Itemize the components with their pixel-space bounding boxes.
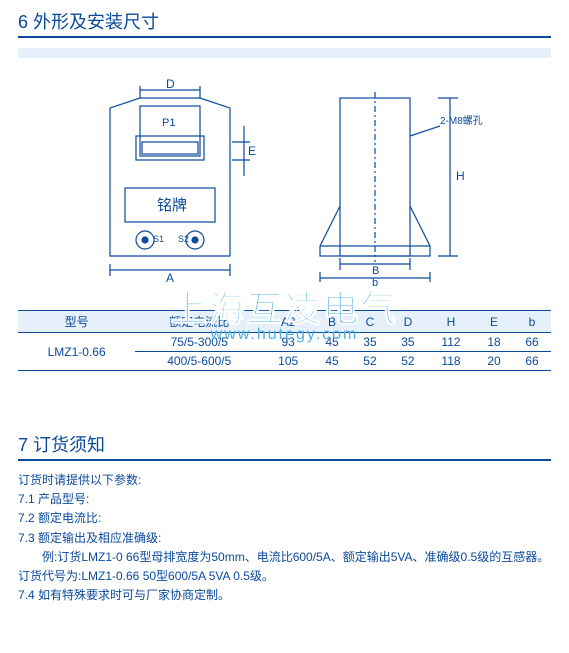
dim-label-B: B (372, 265, 379, 277)
th-a2: A2 (263, 311, 313, 333)
cell: 20 (475, 352, 513, 371)
order-line: 7.1 产品型号: (18, 490, 551, 509)
side-view-diagram: 2-M8螺孔 H B b (290, 76, 490, 286)
cell: 93 (263, 333, 313, 352)
order-example: 例:订货LMZ1-0 66型母排宽度为50mm、电流比600/5A、额定输出5V… (18, 548, 551, 586)
cell: 66 (513, 352, 551, 371)
th-c: C (351, 311, 389, 333)
th-blow: b (513, 311, 551, 333)
table-row: LMZ1-0.66 75/5-300/5 93 45 35 35 112 18 … (18, 333, 551, 352)
cell: 75/5-300/5 (135, 333, 263, 352)
th-model: 型号 (18, 311, 135, 333)
th-h: H (427, 311, 475, 333)
bolt-hole-note: 2-M8螺孔 (440, 115, 483, 127)
header-accent-bar (18, 48, 551, 58)
th-b: B (313, 311, 351, 333)
dim-label-h: H (456, 169, 465, 183)
dimension-table: 型号 额定电流比 A2 B C D H E b LMZ1-0.66 75/5-3… (18, 310, 551, 371)
dim-label-a: A (166, 271, 174, 285)
nameplate-label: 铭牌 (157, 197, 187, 214)
cell: 18 (475, 333, 513, 352)
dim-label-p1: P1 (162, 117, 175, 129)
cell: 35 (351, 333, 389, 352)
table-header-row: 型号 额定电流比 A2 B C D H E b (18, 311, 551, 333)
cell: 118 (427, 352, 475, 371)
cell: 45 (313, 333, 351, 352)
cell: 52 (389, 352, 427, 371)
th-d: D (389, 311, 427, 333)
cell: 52 (351, 352, 389, 371)
dim-label-s2: S2 (178, 234, 189, 244)
cell: 45 (313, 352, 351, 371)
order-line: 7.3 额定输出及相应准确级: (18, 529, 551, 548)
section-6-title: 6 外形及安装尺寸 (18, 8, 551, 38)
dim-label-blow: b (372, 277, 378, 286)
front-view-diagram: D P1 E 铭牌 S1 S2 A (80, 76, 260, 286)
dimension-diagram-area: D P1 E 铭牌 S1 S2 A (18, 66, 551, 306)
cell: 105 (263, 352, 313, 371)
cell: 35 (389, 333, 427, 352)
th-e: E (475, 311, 513, 333)
dim-label-d: D (166, 77, 175, 91)
order-instructions: 订货时请提供以下参数: 7.1 产品型号: 7.2 额定电流比: 7.3 额定输… (18, 471, 551, 605)
cell: 400/5-600/5 (135, 352, 263, 371)
order-line: 7.2 额定电流比: (18, 509, 551, 528)
order-line: 7.4 如有特殊要求时可与厂家协商定制。 (18, 586, 551, 605)
cell: 66 (513, 333, 551, 352)
dim-label-s1: S1 (153, 234, 164, 244)
dim-label-e: E (248, 144, 256, 158)
section-7-title: 7 订货须知 (18, 431, 551, 461)
order-line: 订货时请提供以下参数: (18, 471, 551, 490)
th-ratio: 额定电流比 (135, 311, 263, 333)
cell-model: LMZ1-0.66 (18, 333, 135, 371)
cell: 112 (427, 333, 475, 352)
